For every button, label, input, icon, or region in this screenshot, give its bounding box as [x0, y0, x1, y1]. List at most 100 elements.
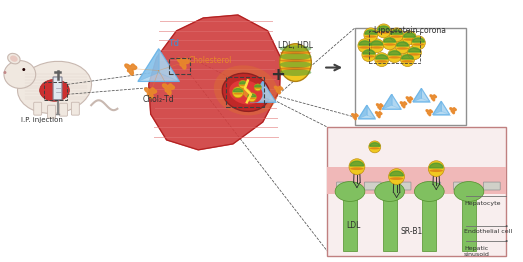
Ellipse shape	[4, 61, 36, 88]
Polygon shape	[351, 114, 358, 120]
FancyBboxPatch shape	[365, 182, 381, 190]
Circle shape	[383, 36, 396, 50]
Ellipse shape	[280, 59, 311, 62]
Polygon shape	[450, 108, 456, 114]
FancyBboxPatch shape	[424, 182, 441, 190]
FancyBboxPatch shape	[48, 105, 55, 118]
Ellipse shape	[18, 61, 92, 113]
Polygon shape	[376, 112, 382, 118]
Bar	[327, 167, 506, 194]
Ellipse shape	[214, 65, 278, 115]
Ellipse shape	[391, 35, 403, 38]
Polygon shape	[430, 95, 436, 101]
Circle shape	[390, 28, 404, 42]
Ellipse shape	[402, 60, 413, 63]
Polygon shape	[426, 110, 433, 116]
Circle shape	[388, 49, 402, 63]
Ellipse shape	[40, 79, 70, 101]
Ellipse shape	[240, 85, 246, 86]
Polygon shape	[363, 50, 374, 54]
Polygon shape	[413, 38, 424, 42]
Ellipse shape	[414, 182, 444, 201]
Ellipse shape	[408, 53, 420, 56]
Bar	[369, 31, 420, 63]
Circle shape	[377, 24, 391, 38]
Ellipse shape	[280, 44, 311, 81]
Circle shape	[22, 68, 25, 71]
Text: I.P. injection: I.P. injection	[21, 117, 63, 123]
Circle shape	[364, 28, 378, 42]
FancyBboxPatch shape	[71, 102, 79, 115]
FancyBboxPatch shape	[483, 182, 500, 190]
Polygon shape	[358, 105, 376, 119]
Ellipse shape	[10, 56, 18, 62]
Text: Hepatic
sinusoid: Hepatic sinusoid	[464, 246, 490, 257]
Polygon shape	[145, 88, 156, 99]
Circle shape	[407, 46, 422, 60]
Circle shape	[506, 240, 508, 242]
Polygon shape	[370, 143, 380, 146]
Polygon shape	[413, 88, 422, 102]
Polygon shape	[240, 82, 246, 84]
Text: Td: Td	[168, 39, 179, 48]
FancyBboxPatch shape	[453, 182, 471, 190]
Polygon shape	[163, 84, 174, 95]
Ellipse shape	[429, 169, 443, 172]
Polygon shape	[429, 163, 443, 168]
Ellipse shape	[376, 60, 388, 63]
Text: SR-B1: SR-B1	[400, 227, 423, 236]
Polygon shape	[396, 42, 408, 46]
Circle shape	[369, 141, 381, 153]
Polygon shape	[391, 30, 403, 34]
FancyBboxPatch shape	[337, 182, 354, 190]
Bar	[423, 192, 436, 251]
Text: +: +	[270, 67, 285, 84]
Bar	[383, 192, 396, 251]
Polygon shape	[249, 81, 263, 102]
Ellipse shape	[384, 43, 395, 46]
Polygon shape	[377, 104, 383, 110]
Text: Chol₂-Td: Chol₂-Td	[143, 95, 175, 104]
Polygon shape	[149, 15, 280, 150]
Polygon shape	[138, 49, 158, 81]
Polygon shape	[177, 58, 189, 69]
Ellipse shape	[280, 69, 311, 76]
Polygon shape	[384, 38, 395, 42]
Bar	[355, 28, 466, 125]
Polygon shape	[433, 101, 441, 115]
Ellipse shape	[8, 53, 20, 64]
Polygon shape	[125, 64, 137, 75]
Bar	[343, 192, 357, 251]
Polygon shape	[389, 51, 401, 55]
Ellipse shape	[396, 47, 408, 50]
Polygon shape	[371, 41, 383, 45]
Polygon shape	[404, 33, 415, 37]
Circle shape	[412, 36, 425, 50]
Circle shape	[428, 161, 444, 177]
Text: Cholesterol: Cholesterol	[188, 56, 232, 65]
Text: LDL, HDL: LDL, HDL	[278, 41, 313, 50]
Circle shape	[233, 87, 243, 98]
Text: Hepatocyte: Hepatocyte	[464, 201, 501, 206]
Circle shape	[370, 39, 384, 53]
Circle shape	[506, 225, 508, 227]
Ellipse shape	[413, 43, 424, 46]
Polygon shape	[350, 161, 363, 166]
Ellipse shape	[255, 88, 261, 89]
Bar	[462, 192, 476, 251]
Polygon shape	[433, 101, 450, 115]
Circle shape	[395, 40, 410, 54]
Circle shape	[401, 53, 414, 67]
Text: Endothelial cell: Endothelial cell	[464, 229, 512, 234]
Circle shape	[362, 48, 376, 62]
Ellipse shape	[280, 61, 311, 68]
Ellipse shape	[229, 80, 263, 105]
Circle shape	[389, 169, 404, 184]
Ellipse shape	[375, 182, 404, 201]
FancyBboxPatch shape	[53, 77, 62, 100]
Polygon shape	[255, 85, 261, 87]
Circle shape	[403, 31, 416, 45]
FancyBboxPatch shape	[60, 103, 67, 116]
Bar	[327, 127, 506, 256]
Ellipse shape	[390, 177, 403, 180]
